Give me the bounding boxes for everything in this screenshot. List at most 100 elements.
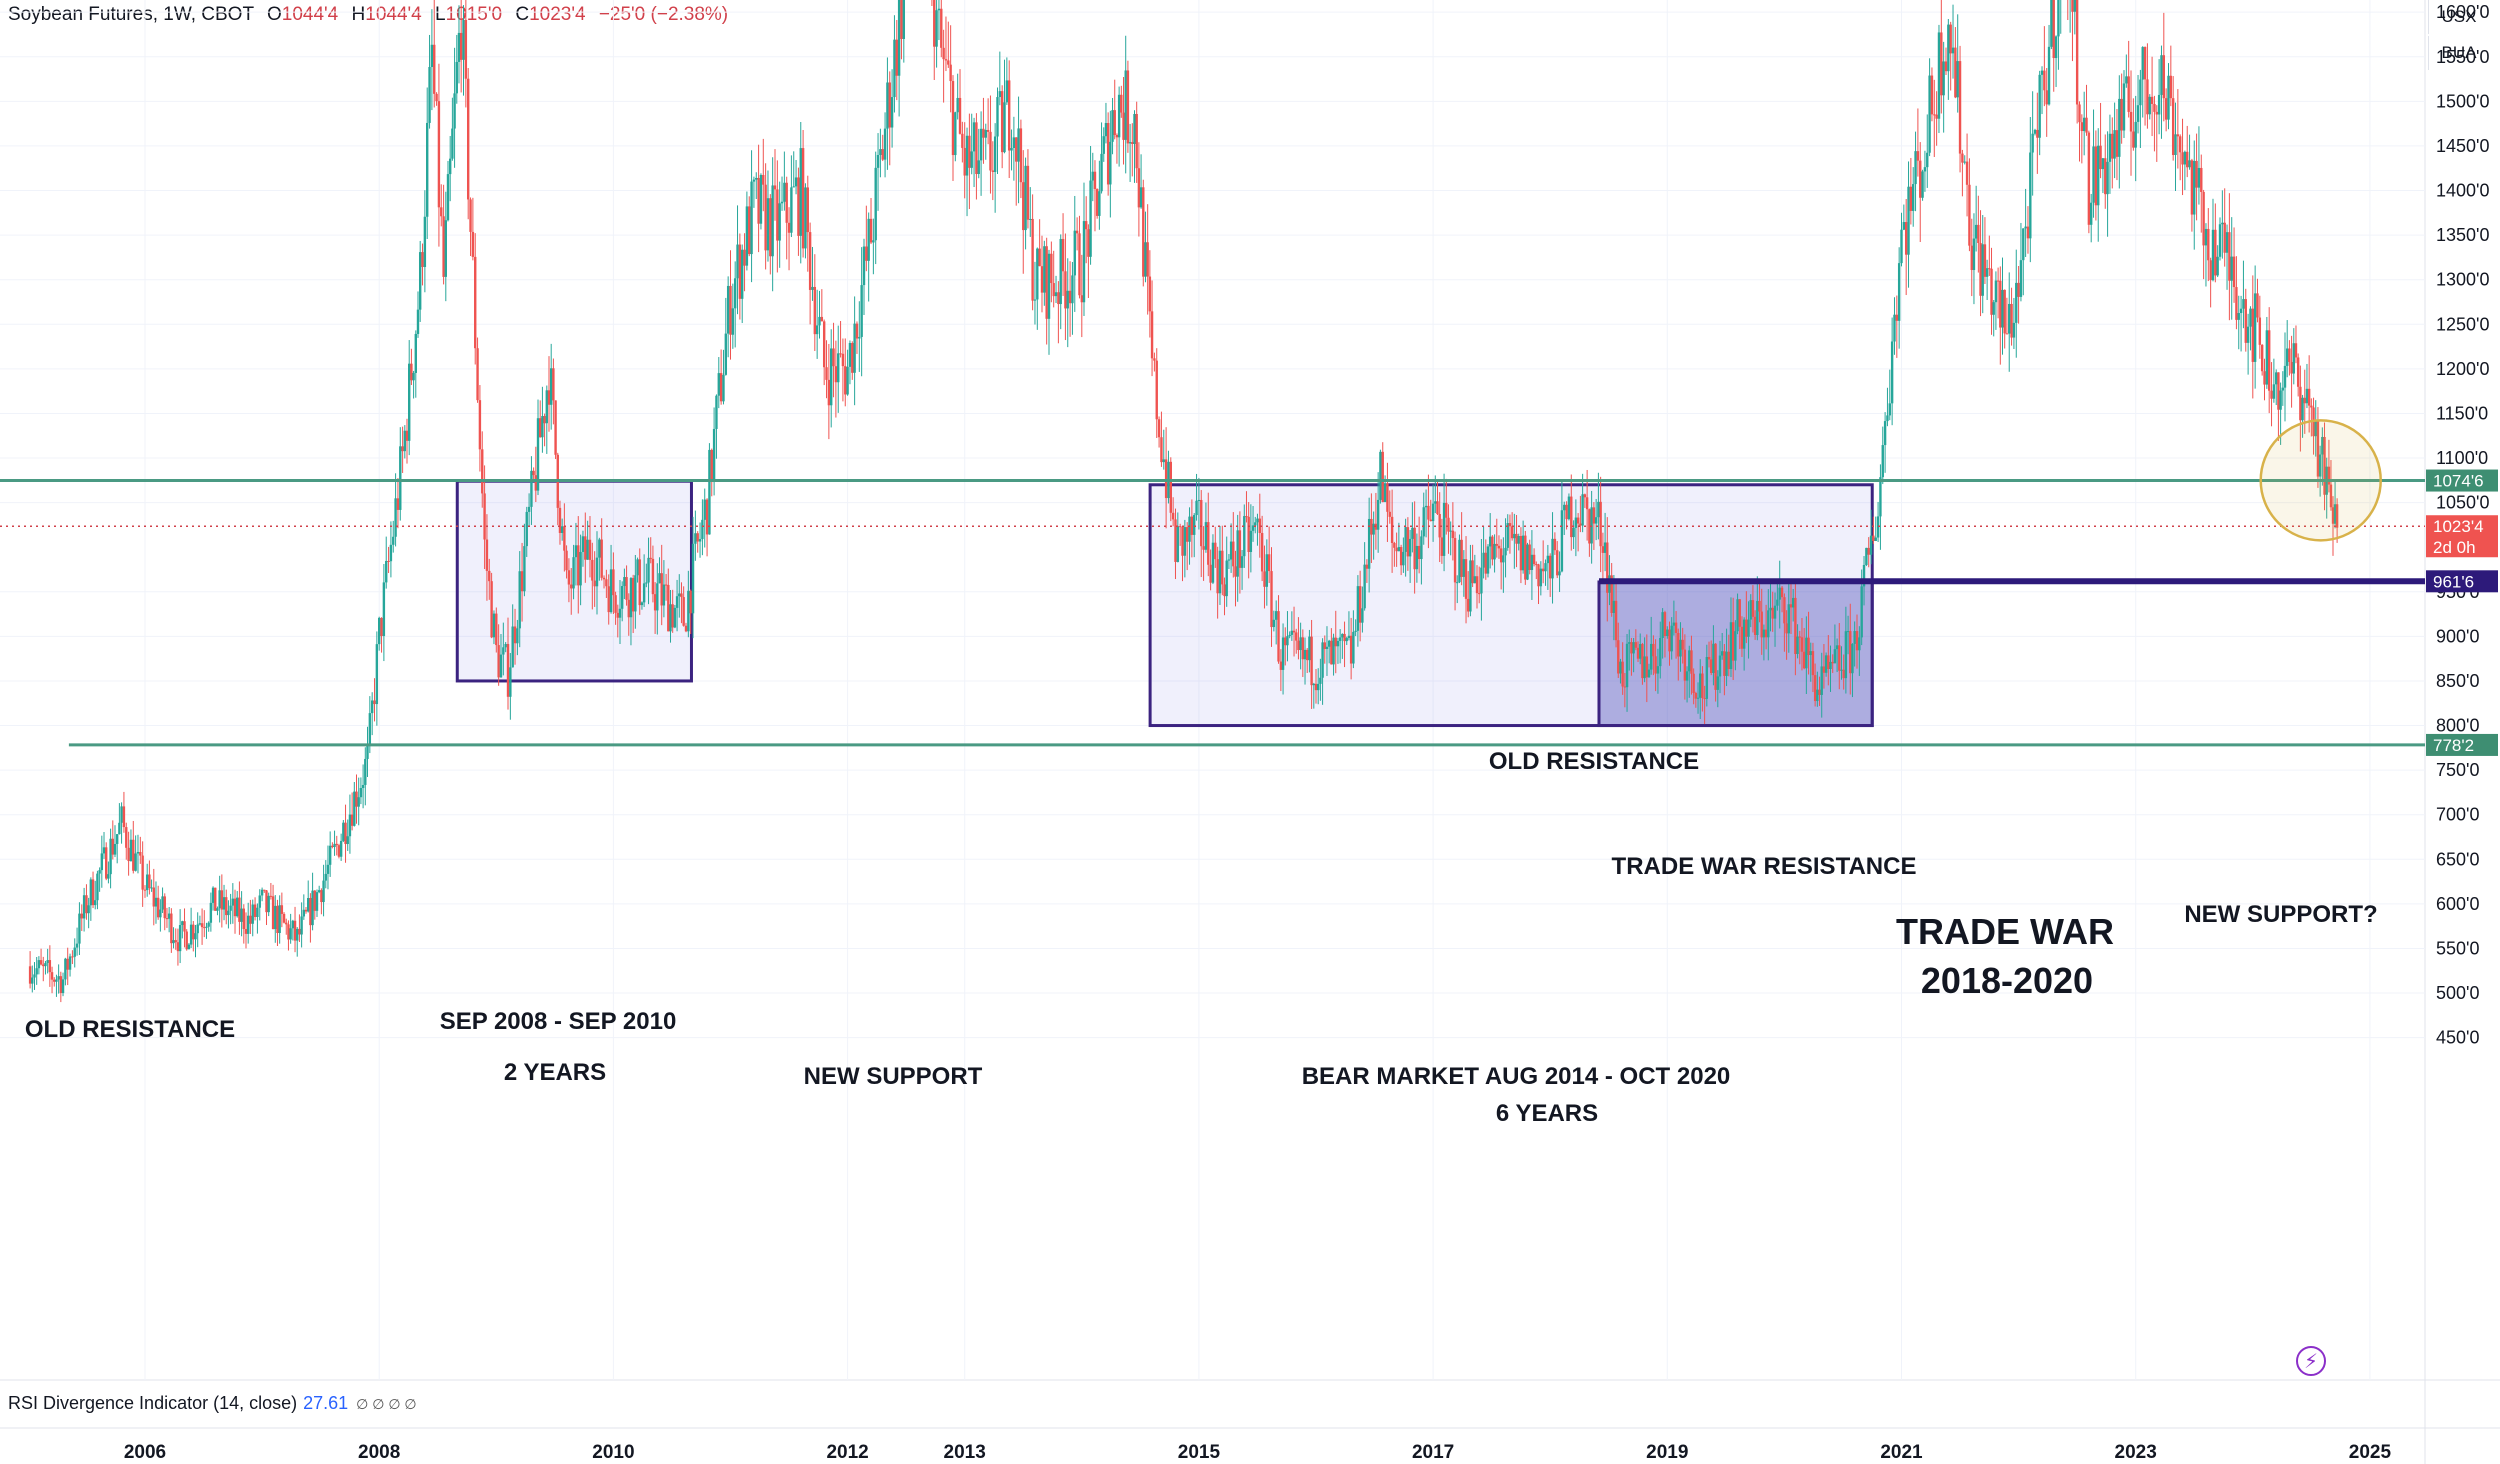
candle-body	[2190, 160, 2194, 215]
indicator-value: 27.61	[303, 1393, 349, 1413]
candle-body	[958, 97, 962, 134]
candle-body	[2202, 191, 2205, 246]
candle-body	[565, 550, 568, 571]
candle-body	[1701, 673, 1704, 699]
candle-body	[2141, 47, 2144, 80]
symbol-name[interactable]: Soybean Futures, 1W, CBOT	[8, 4, 254, 25]
candle-body	[240, 908, 243, 922]
candle-body	[1729, 622, 1733, 670]
candle-body	[2019, 260, 2023, 297]
candle-body	[1223, 584, 1226, 597]
candle-body	[2087, 132, 2091, 225]
candle-body	[858, 336, 861, 339]
candle-body	[1747, 619, 1750, 637]
candle-body	[790, 187, 793, 233]
candle-body	[46, 960, 49, 963]
candle-body	[2085, 117, 2088, 133]
candle-body	[2162, 55, 2166, 99]
candle-body	[1397, 547, 1401, 552]
candle-body	[1771, 607, 1774, 619]
candle-body	[532, 470, 535, 476]
candle-body	[1661, 612, 1664, 638]
candle-body	[1519, 536, 1523, 571]
candle-body	[1553, 538, 1557, 551]
candle-body	[1390, 516, 1394, 544]
candle-body	[989, 131, 992, 171]
candle-body	[530, 470, 533, 507]
candle-body	[1200, 499, 1203, 547]
indicator-name[interactable]: RSI Divergence Indicator (14, close)	[8, 1393, 298, 1413]
candle-body	[830, 348, 833, 406]
candle-body	[280, 905, 284, 914]
y-tick-label: 650'0	[2436, 849, 2479, 869]
candle-body	[813, 286, 817, 335]
candle-body	[1497, 545, 1501, 549]
candle-body	[2260, 344, 2264, 372]
candle-body	[396, 498, 400, 510]
candle-body	[2323, 436, 2326, 495]
candle-body	[2052, 0, 2055, 59]
candle-body	[1284, 637, 1287, 646]
y-tick-label: 900'0	[2436, 626, 2479, 646]
candle-body	[581, 536, 585, 552]
candle-body	[1128, 142, 1132, 144]
candle-body	[1267, 554, 1271, 572]
candle-body	[1659, 637, 1662, 667]
candle-body	[194, 933, 197, 940]
lightning-icon[interactable]: ⚡	[2296, 1346, 2326, 1376]
candle-body	[1718, 655, 1722, 677]
candle-body	[1080, 295, 1083, 303]
candle-body	[1493, 543, 1496, 560]
candle-body	[120, 806, 123, 823]
candle-body	[710, 449, 713, 482]
candle-body	[1484, 552, 1487, 574]
candle-body	[1078, 233, 1081, 296]
candle-body	[986, 129, 990, 132]
candle-body	[2134, 121, 2137, 148]
candle-body	[1178, 526, 1182, 528]
candle-body	[2136, 105, 2140, 122]
price-label-bg	[2426, 570, 2498, 593]
candle-body	[2118, 98, 2121, 157]
candle-body	[152, 887, 155, 907]
candle-body	[1238, 530, 1242, 568]
candle-body	[1473, 576, 1477, 584]
candle-body	[107, 874, 110, 879]
candle-body	[469, 199, 472, 232]
candle-body	[2092, 146, 2095, 203]
candle-body	[502, 647, 505, 655]
candle-body	[547, 390, 551, 405]
candle-body	[1699, 673, 1702, 698]
chart-annotation: TRADE WAR	[1896, 911, 2114, 952]
candle-body	[1647, 669, 1651, 678]
candle-body	[673, 607, 677, 628]
candle-body	[2036, 129, 2039, 138]
candle-body	[897, 0, 901, 76]
candle-body	[317, 890, 321, 893]
currency-button[interactable]: USX	[2428, 0, 2489, 34]
candle-body	[1469, 560, 1472, 612]
candle-body	[492, 613, 496, 638]
candle-body	[963, 147, 966, 176]
candle-body	[703, 499, 706, 520]
candle-body	[176, 942, 180, 952]
candle-body	[965, 135, 969, 176]
candle-body	[1137, 168, 1141, 208]
candle-body	[298, 928, 301, 935]
candle-body	[1087, 229, 1090, 257]
candle-body	[1332, 637, 1335, 665]
candle-body	[961, 133, 964, 148]
candle-body	[1349, 635, 1353, 664]
candle-body	[1254, 522, 1257, 526]
candle-body	[481, 449, 484, 494]
candle-body	[1106, 123, 1110, 185]
candle-body	[251, 904, 254, 924]
candle-body	[2106, 161, 2109, 195]
candle-body	[1574, 517, 1578, 528]
candle-body	[471, 231, 475, 257]
unit-button[interactable]: BUA	[2428, 36, 2489, 70]
candle-body	[2176, 134, 2180, 137]
candle-body	[773, 185, 777, 190]
candle-body	[675, 596, 679, 608]
